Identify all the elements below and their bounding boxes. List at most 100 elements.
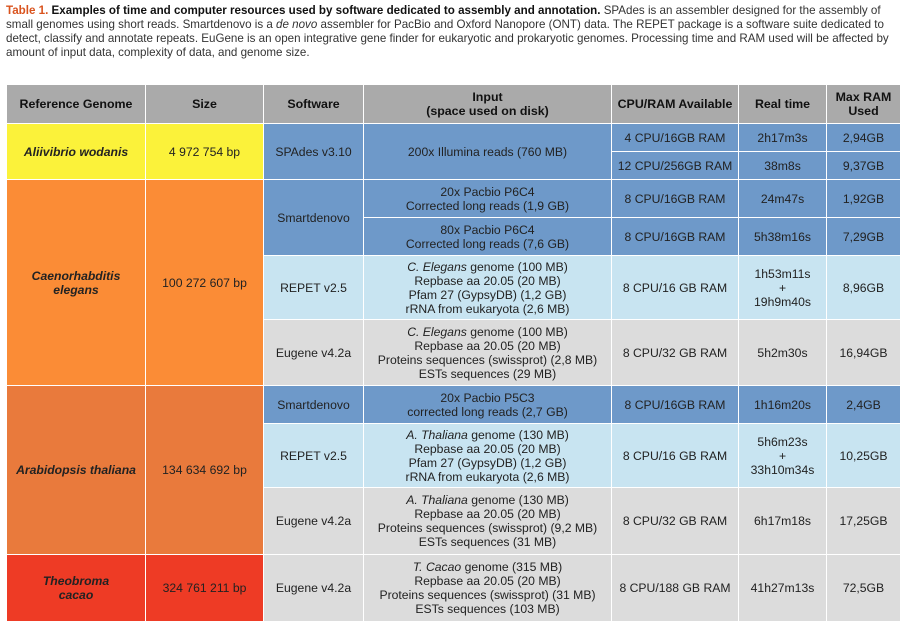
header-max-ram-line-2: Used (848, 104, 879, 118)
table-row: Eugene v4.2a A. Thaliana genome (130 MB)… (7, 487, 901, 555)
genome-arabidopsis-thaliana: Arabidopsis thaliana (6, 385, 146, 555)
caption-text-italic: de novo (276, 18, 318, 31)
input-suffix: genome (100 MB) (470, 324, 568, 339)
software-cell: Smartdenovo (263, 179, 364, 256)
input-cell: 20x Pacbio P6C4 Corrected long reads (1,… (363, 179, 612, 218)
software-cell: REPET v2.5 (263, 255, 364, 320)
header-max-ram: Max RAM Used (826, 84, 901, 124)
input-line: 20x Pacbio P5C3 (440, 390, 535, 405)
input-line: C. Elegans genome (100 MB) (367, 325, 608, 339)
time-cell: 5h6m23s + 33h10m34s (738, 423, 827, 488)
input-line: Proteins sequences (swissprot) (31 MB) (379, 588, 596, 602)
cpu-cell: 8 CPU/16GB RAM (611, 179, 739, 218)
input-cell: C. Elegans genome (100 MB) Repbase aa 20… (363, 319, 612, 386)
genome-caenorhabditis-elegans: Caenorhabditis elegans (6, 179, 146, 386)
time-cell: 2h17m3s (738, 123, 827, 152)
input-line: Repbase aa 20.05 (20 MB) (414, 507, 561, 521)
software-cell: SPAdes v3.10 (263, 123, 364, 180)
cpu-cell: 4 CPU/16GB RAM (611, 123, 739, 152)
time-line: + (778, 280, 787, 295)
input-line: 20x Pacbio P6C4 (440, 184, 535, 199)
software-cell: REPET v2.5 (263, 423, 364, 488)
ram-cell: 7,29GB (826, 217, 901, 256)
time-line: 5h6m23s (757, 434, 808, 449)
input-line: Corrected long reads (1,9 GB) (405, 198, 570, 213)
header-input: Input (space used on disk) (363, 84, 612, 124)
header-input-line-1: Input (472, 90, 503, 104)
genome-name-line-1: Theobroma (42, 574, 110, 588)
input-line: 80x Pacbio P6C4 (440, 222, 535, 237)
input-cell: C. Elegans genome (100 MB) Repbase aa 20… (363, 255, 612, 320)
time-cell: 6h17m18s (738, 487, 827, 555)
species-name: A. Thaliana (406, 427, 468, 442)
caption-text-1: SPAdes is an assembler designed for the … (6, 4, 881, 31)
caption-title: Examples of time and computer resources … (51, 4, 601, 17)
input-line: corrected long reads (2,7 GB) (407, 404, 568, 419)
input-line: A. Thaliana genome (130 MB) (367, 428, 608, 442)
ram-cell: 8,96GB (826, 255, 901, 320)
input-line: C. Elegans genome (100 MB) (367, 260, 608, 274)
ram-cell: 17,25GB (826, 487, 901, 555)
ram-cell: 72,5GB (826, 554, 901, 622)
software-cell: Eugene v4.2a (263, 487, 364, 555)
time-cell: 1h16m20s (738, 385, 827, 424)
input-suffix: genome (130 MB) (471, 427, 569, 442)
input-cell: T. Cacao genome (315 MB) Repbase aa 20.0… (363, 554, 612, 622)
time-cell: 5h38m16s (738, 217, 827, 256)
header-row: Reference Genome Size Software Input (sp… (6, 84, 901, 124)
input-line: Corrected long reads (7,6 GB) (405, 236, 570, 251)
table-row: REPET v2.5 C. Elegans genome (100 MB) Re… (7, 255, 901, 320)
ram-cell: 9,37GB (826, 151, 901, 180)
ram-cell: 2,4GB (826, 385, 901, 424)
cpu-cell: 8 CPU/32 GB RAM (611, 319, 739, 386)
table-row: Caenorhabditis elegans 100 272 607 bp Sm… (6, 179, 901, 386)
genome-name-line-2: cacao (58, 588, 94, 602)
genome-aliivibrio-wodanis: Aliivibrio wodanis (6, 123, 146, 180)
genome-name-line-1: Caenorhabditis (31, 268, 121, 283)
cpu-cell: 8 CPU/16 GB RAM (611, 423, 739, 488)
species-name: C. Elegans (407, 324, 467, 339)
header-reference-genome: Reference Genome (6, 84, 146, 124)
input-line: Pfam 27 (GypsyDB) (1,2 GB) (408, 455, 567, 470)
input-line: rRNA from eukaryota (2,6 MB) (405, 301, 570, 316)
input-cell: A. Thaliana genome (130 MB) Repbase aa 2… (363, 423, 612, 488)
cpu-cell: 8 CPU/16GB RAM (611, 217, 739, 256)
ram-cell: 16,94GB (826, 319, 901, 386)
ram-cell: 1,92GB (826, 179, 901, 218)
time-line: + (778, 448, 787, 463)
species-name: A. Thaliana (406, 493, 468, 507)
species-name: T. Cacao (412, 560, 462, 574)
software-cell: Eugene v4.2a (263, 554, 364, 622)
input-suffix: genome (315 MB) (464, 560, 563, 574)
input-suffix: genome (130 MB) (471, 493, 569, 507)
time-cell: 38m8s (738, 151, 827, 180)
size-caenorhabditis-elegans: 100 272 607 bp (145, 179, 264, 386)
software-cell: Eugene v4.2a (263, 319, 364, 386)
cpu-cell: 8 CPU/16GB RAM (611, 385, 739, 424)
header-input-line-2: (space used on disk) (426, 104, 549, 118)
input-line: T. Cacao genome (315 MB) (367, 560, 608, 574)
input-line: ESTs sequences (29 MB) (418, 366, 557, 381)
header-size: Size (145, 84, 264, 124)
table-row: 12 CPU/256GB RAM 38m8s 9,37GB (7, 151, 901, 180)
time-cell: 1h53m11s + 19h9m40s (738, 255, 827, 320)
input-line: Pfam 27 (GypsyDB) (1,2 GB) (408, 287, 567, 302)
header-cpu-ram: CPU/RAM Available (611, 84, 739, 124)
table-row: Arabidopsis thaliana 134 634 692 bp Smar… (6, 385, 901, 555)
input-line: Proteins sequences (swissprot) (9,2 MB) (377, 521, 598, 535)
header-software: Software (263, 84, 364, 124)
resources-table: Reference Genome Size Software Input (sp… (6, 84, 901, 622)
input-line: Repbase aa 20.05 (20 MB) (414, 273, 561, 288)
time-line: 33h10m34s (750, 462, 815, 477)
input-cell: A. Thaliana genome (130 MB) Repbase aa 2… (363, 487, 612, 555)
time-cell: 24m47s (738, 179, 827, 218)
input-line: ESTs sequences (31 MB) (418, 535, 557, 549)
time-line: 19h9m40s (754, 294, 811, 309)
time-line: 1h53m11s (754, 266, 811, 281)
table-row: 80x Pacbio P6C4 Corrected long reads (7,… (7, 217, 901, 256)
input-line: A. Thaliana genome (130 MB) (367, 493, 608, 507)
input-line: Repbase aa 20.05 (20 MB) (414, 574, 561, 588)
caption-label: Table 1. (6, 4, 49, 17)
cpu-cell: 8 CPU/188 GB RAM (611, 554, 739, 622)
ram-cell: 2,94GB (826, 123, 901, 152)
